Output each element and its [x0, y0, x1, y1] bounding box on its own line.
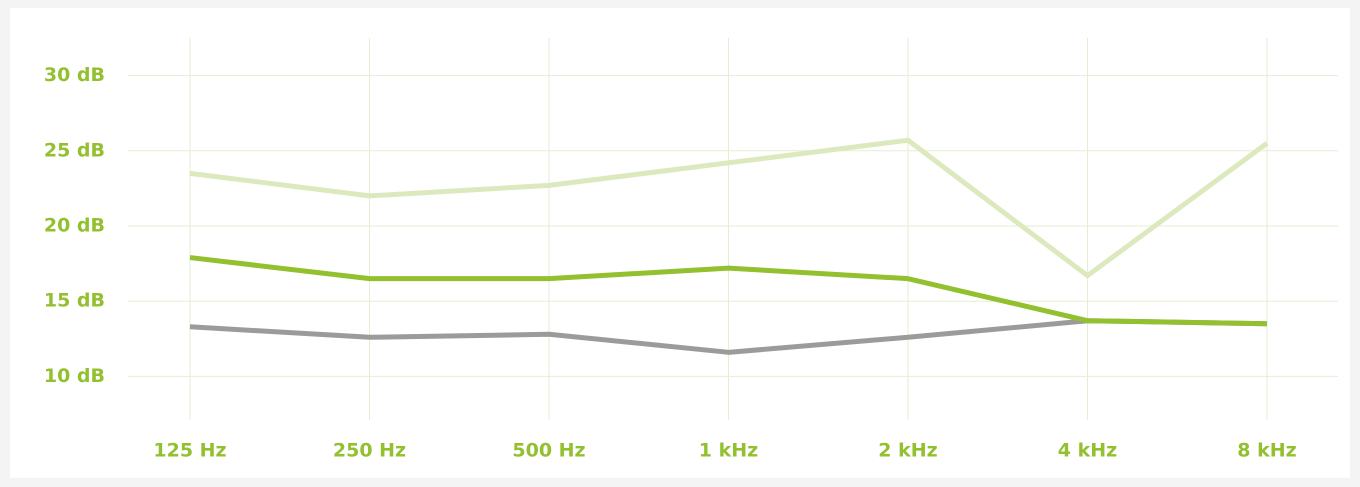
x-tick-label: 1 kHz	[699, 440, 758, 462]
series-line	[189, 137, 1269, 279]
x-tick-label: 4 kHz	[1058, 440, 1117, 462]
series-line	[189, 255, 1268, 327]
x-tick-label: 500 Hz	[512, 440, 585, 462]
y-tick-label: 10 dB	[44, 365, 105, 387]
x-tick-label: 8 kHz	[1237, 440, 1296, 462]
y-tick-label: 25 dB	[44, 139, 105, 161]
y-tick-label: 15 dB	[44, 290, 105, 312]
chart-card	[10, 8, 1350, 478]
x-tick-label: 250 Hz	[333, 440, 406, 462]
y-tick-label: 30 dB	[44, 64, 105, 86]
x-tick-label: 125 Hz	[153, 440, 226, 462]
x-tick-label: 2 kHz	[878, 440, 937, 462]
y-tick-label: 20 dB	[44, 214, 105, 236]
